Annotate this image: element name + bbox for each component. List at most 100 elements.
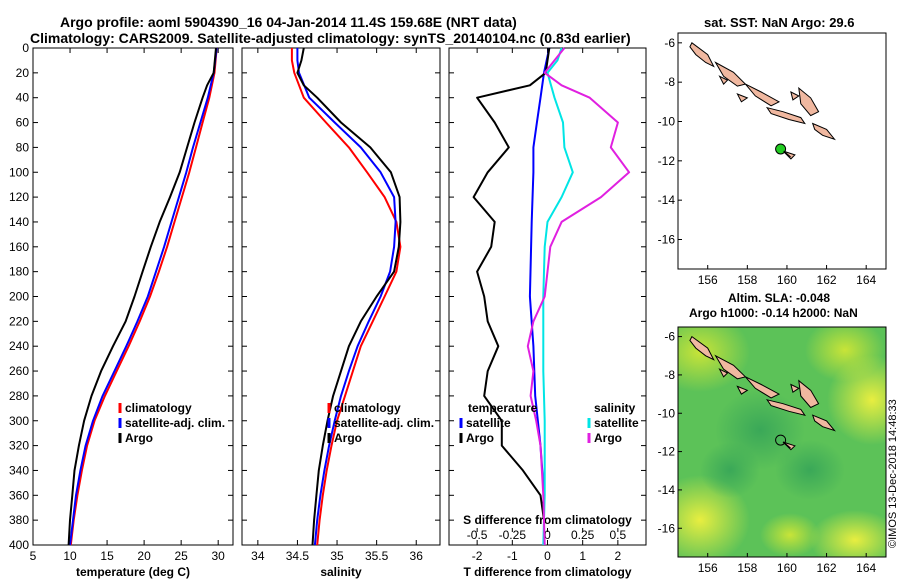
depth-tick-label: 360	[9, 488, 29, 502]
island-1	[714, 61, 747, 87]
depth-tick-label: 20	[16, 66, 30, 80]
diff-legend-salinity-title: salinity	[594, 401, 636, 415]
salinity-xtick-label: 34.5	[286, 549, 310, 563]
difference-xlabel: T difference from climatology	[463, 565, 631, 579]
salinity-xtick-label: 35.5	[365, 549, 389, 563]
depth-tick-label: 340	[9, 463, 29, 477]
temperature-xtick-label: 5	[30, 549, 37, 563]
difference-top-xtick-label: -0.25	[499, 528, 527, 542]
map-ytick-label: -6	[664, 330, 675, 344]
map-xtick-label: 156	[698, 561, 718, 575]
sla-map-field	[678, 327, 886, 557]
depth-tick-label: 220	[9, 314, 29, 328]
diff-line-t-argo	[472, 47, 551, 545]
map-xtick-label: 160	[777, 273, 797, 287]
sst-map-panel: sat. SST: NaN Argo: 29.6 156 158 160 162 164…	[658, 15, 887, 287]
map-xtick-label: 158	[737, 561, 757, 575]
sal-line-climatology	[290, 48, 402, 546]
temperature-panel: 5 10 15 20 25 3002040608010012014016018020022…	[9, 41, 234, 579]
island-3	[765, 399, 806, 416]
difference-panel: -2 -1 0 1 2 T difference from climatology S di…	[448, 47, 647, 579]
imos-watermark: ©IMOS 13-Dec-2018 14:48:33	[887, 399, 899, 548]
map-ytick-label: -8	[664, 75, 675, 89]
map-ytick-label: -12	[658, 445, 676, 459]
depth-tick-label: 120	[9, 190, 29, 204]
depth-tick-label: 380	[9, 513, 29, 527]
salinity-frame	[241, 47, 441, 546]
temp-line-climatology	[69, 47, 218, 546]
island-6	[736, 385, 749, 395]
island-0	[689, 42, 715, 68]
map-xtick-label: 164	[856, 561, 876, 575]
island-4	[798, 86, 820, 117]
map-ytick-label: -10	[658, 115, 676, 129]
island-5	[811, 414, 836, 432]
depth-tick-label: 160	[9, 240, 29, 254]
difference-top-xtick-label: -0.5	[467, 528, 488, 542]
island-5	[811, 122, 836, 141]
salinity-panel: 34 34.5 35 35.5 36 salinity climatologysatelli…	[241, 47, 441, 579]
depth-tick-label: 80	[16, 140, 30, 154]
map-ytick-label: -12	[658, 154, 676, 168]
map-ytick-label: -16	[658, 521, 676, 535]
map-xtick-label: 160	[777, 561, 797, 575]
island-0	[689, 335, 715, 361]
temp-legend-1-label: satellite-adj. clim.	[125, 416, 225, 430]
temp-legend-0-label: climatology	[125, 401, 192, 415]
figure-title-line1: Argo profile: aoml 5904390_16 04-Jan-201…	[60, 14, 517, 30]
island-2	[745, 376, 781, 399]
depth-tick-label: 400	[9, 538, 29, 552]
difference-xtick-label: -2	[472, 549, 483, 563]
diff-line-s-satellite	[542, 47, 574, 546]
map-ytick-label: -14	[658, 483, 676, 497]
depth-tick-label: 280	[9, 389, 29, 403]
sal-line-argo	[296, 47, 402, 546]
argo-track	[783, 441, 791, 449]
island-4	[798, 379, 820, 409]
map-ytick-label: -10	[658, 406, 676, 420]
sla-map-islands	[689, 335, 836, 451]
figure-title-line2: Climatology: CARS2009. Satellite-adjuste…	[30, 30, 631, 46]
island-1	[714, 354, 747, 380]
map-ytick-label: -6	[664, 36, 675, 50]
difference-frame	[448, 47, 647, 546]
sla-map-frame	[677, 326, 887, 558]
diff-legend-s-argo-label: Argo	[594, 431, 622, 445]
map-ytick-label: -14	[658, 193, 676, 207]
temp-line-argo	[67, 47, 217, 546]
map-xtick-label: 162	[817, 273, 837, 287]
sal-legend-1-label: satellite-adj. clim.	[334, 416, 434, 430]
sla-map-axes: 156 158 160 162 164 -6 -8 -10 -12 -14 -16	[658, 330, 877, 575]
depth-tick-label: 40	[16, 91, 30, 105]
island-8	[790, 91, 800, 101]
temperature-xtick-label: 10	[63, 549, 77, 563]
depth-tick-label: 180	[9, 265, 29, 279]
island-7	[718, 368, 729, 378]
sst-map-title: sat. SST: NaN Argo: 29.6	[704, 15, 855, 30]
temp-legend-2-label: Argo	[125, 431, 153, 445]
temperature-xtick-label: 15	[100, 549, 114, 563]
difference-top-xtick-label: 0	[544, 528, 551, 542]
difference-top-xtick-label: 0.5	[610, 528, 627, 542]
diff-legend-t-sat-label: satellite	[466, 416, 511, 430]
sal-legend-2-label: Argo	[334, 431, 362, 445]
difference-xtick-label: -1	[507, 549, 518, 563]
depth-tick-label: 140	[9, 215, 29, 229]
island-3	[765, 106, 806, 125]
map-ytick-label: -8	[664, 368, 675, 382]
temperature-xtick-label: 25	[174, 549, 188, 563]
sla-map-title-line1: Altim. SLA: -0.048	[728, 291, 830, 305]
diff-legend-temperature-title: temperature	[468, 401, 538, 415]
map-xtick-label: 156	[698, 273, 718, 287]
temperature-xtick-label: 30	[212, 549, 226, 563]
sal-legend-0-label: climatology	[334, 401, 401, 415]
island-8	[790, 383, 800, 394]
sla-argo-marker	[775, 434, 787, 446]
difference-top-xtick-label: 0.25	[571, 528, 595, 542]
temperature-xlabel: temperature (deg C)	[76, 565, 190, 579]
map-xtick-label: 164	[856, 273, 876, 287]
island-6	[736, 93, 749, 103]
sst-map-axes: 156 158 160 162 164 -6 -8 -10 -12 -14 -16	[658, 36, 877, 287]
map-xtick-label: 158	[737, 273, 757, 287]
depth-tick-label: 300	[9, 414, 29, 428]
